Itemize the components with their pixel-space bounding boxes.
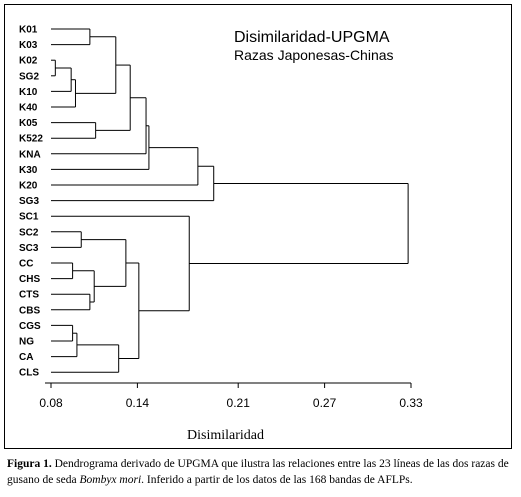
leaf-label: K30 xyxy=(19,165,38,176)
caption-label: Figura 1. xyxy=(7,458,52,470)
leaf-label: K20 xyxy=(19,181,38,192)
caption-text-end: . Inferido a partir de los datos de las … xyxy=(141,474,413,486)
leaf-label: K03 xyxy=(19,40,38,51)
leaf-label: KNA xyxy=(19,149,41,160)
figure-caption: Figura 1. Dendrograma derivado de UPGMA … xyxy=(7,456,515,488)
caption-species: Bombyx mori xyxy=(79,474,142,486)
x-tick-label: 0.27 xyxy=(313,396,337,410)
leaf-label: K522 xyxy=(19,134,43,145)
leaf-label: K10 xyxy=(19,87,38,98)
leaf-label: CBS xyxy=(19,305,40,316)
leaf-label: CTS xyxy=(19,290,39,301)
dendrogram-branches xyxy=(51,28,409,373)
chart-title: Disimilaridad-UPGMA xyxy=(234,29,390,46)
leaf-label: NG xyxy=(19,337,34,348)
x-axis-ticks: 0.08 0.14 0.21 0.27 0.33 xyxy=(39,383,423,410)
leaf-label: K01 xyxy=(19,25,38,36)
leaf-label: CA xyxy=(19,352,33,363)
leaf-label: SG2 xyxy=(19,71,39,82)
caption-text: Dendrograma derivado de UPGMA que ilustr… xyxy=(7,458,509,486)
x-tick-label: 0.08 xyxy=(39,396,63,410)
leaf-label: K05 xyxy=(19,118,38,129)
dendrogram-chart: Disimilaridad-UPGMA Razas Japonesas-Chin… xyxy=(19,25,423,444)
x-tick-label: 0.14 xyxy=(126,396,150,410)
x-tick-label: 0.33 xyxy=(399,396,423,410)
x-tick-label: 0.21 xyxy=(227,396,251,410)
leaf-label: CGS xyxy=(19,321,41,332)
figure-frame: Disimilaridad-UPGMA Razas Japonesas-Chin… xyxy=(4,4,512,449)
leaf-label: K40 xyxy=(19,103,38,114)
leaf-label: SC1 xyxy=(19,212,39,223)
chart-subtitle: Razas Japonesas-Chinas xyxy=(234,47,394,63)
leaf-label: SC3 xyxy=(19,243,39,254)
leaf-label: SC2 xyxy=(19,227,39,238)
leaf-label: SG3 xyxy=(19,196,39,207)
leaf-label: CHS xyxy=(19,274,40,285)
x-axis-label: Disimilaridad xyxy=(187,428,264,443)
leaf-labels: K01 K03 K02 SG2 K10 K40 K05 K522 KNA K30 K20 SG3 SC1… xyxy=(19,25,43,379)
leaf-label: CLS xyxy=(19,368,39,379)
leaf-label: CC xyxy=(19,259,33,270)
leaf-label: K02 xyxy=(19,56,38,67)
